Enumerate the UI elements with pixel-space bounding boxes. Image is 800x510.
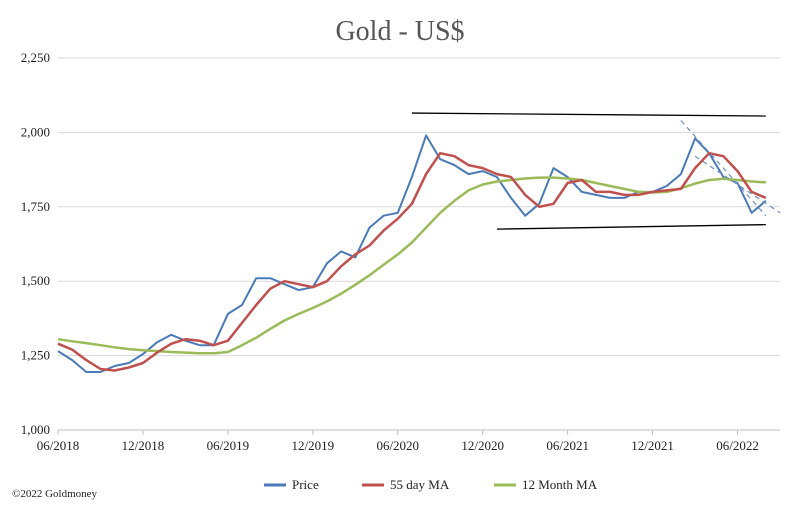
channel-line [411,112,766,117]
channel-lines [411,112,781,230]
x-tick-label: 06/2018 [37,438,80,453]
x-tick-label: 12/2020 [461,438,504,453]
x-tick-label: 06/2021 [546,438,589,453]
legend: Price 55 day MA 12 Month MA [264,477,598,492]
chart-title: Gold - US$ [335,16,464,47]
legend-label: Price [292,477,319,492]
legend-label: 55 day MA [390,477,450,492]
series-line-55-day-ma [57,151,767,372]
y-tick-label: 2,250 [21,50,50,65]
legend-label: 12 Month MA [522,477,598,492]
gridlines [58,57,780,431]
x-tick-label: 06/2019 [207,438,250,453]
x-tick-label: 12/2019 [292,438,335,453]
y-tick-label: 1,000 [21,422,50,437]
channel-line [496,224,766,230]
trend-line-dashed [680,120,767,217]
x-tick-label: 06/2020 [376,438,419,453]
x-tick-label: 12/2018 [122,438,165,453]
series-lines [57,134,767,373]
x-axis-ticks: 06/2018 12/2018 06/2019 12/2019 06/2020 12/20… [37,430,759,453]
y-tick-label: 1,750 [21,199,50,214]
y-tick-label: 2,000 [21,124,50,139]
x-tick-label: 06/2022 [716,438,759,453]
x-tick-label: 12/2021 [631,438,674,453]
y-tick-label: 1,500 [21,273,50,288]
copyright-text: ©2022 Goldmoney [12,488,98,500]
y-tick-label: 1,250 [21,348,50,363]
y-axis-ticks: 1,000 1,250 1,500 1,750 2,000 2,250 [21,50,50,437]
series-line-price [57,134,767,373]
trend-line-dashed [694,155,781,214]
